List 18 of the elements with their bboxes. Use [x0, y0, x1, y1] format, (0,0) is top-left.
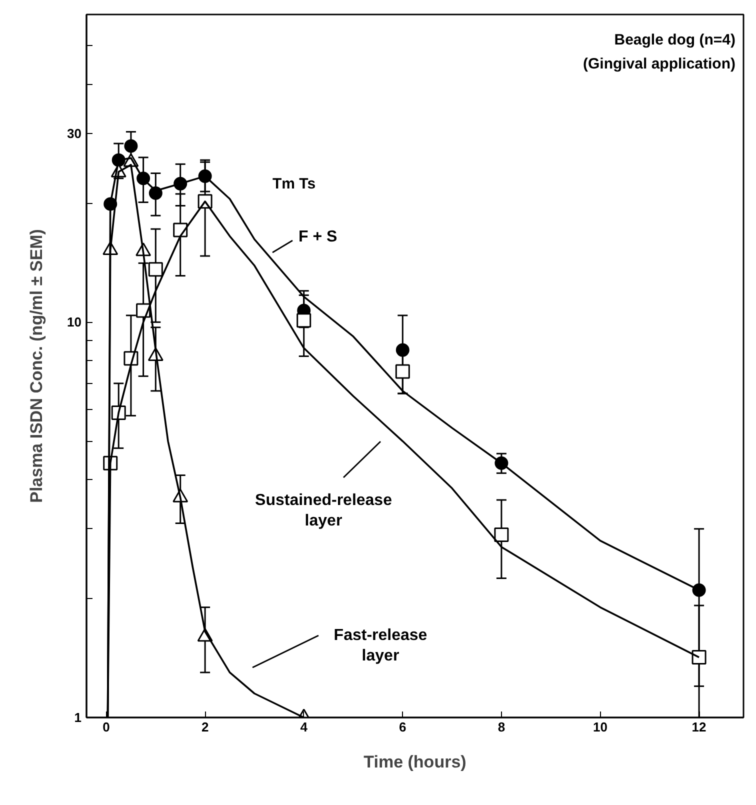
annotation: Sustained-release layer — [255, 492, 392, 530]
x-tick-label: 6 — [399, 720, 406, 734]
y-tick-label: 10 — [67, 314, 82, 330]
x-tick-label: 4 — [300, 720, 308, 734]
y-axis-title: Plasma ISDN Conc. (ng/ml ± SEM) — [27, 229, 46, 503]
x-tick-label: 8 — [498, 720, 506, 734]
y-tick-label: 30 — [67, 126, 82, 142]
x-tick-label: 12 — [692, 720, 706, 734]
y-tick-label: 1 — [74, 710, 82, 725]
annotation: Tm Ts — [272, 176, 316, 192]
x-tick-label: 2 — [201, 720, 209, 734]
annotation: Fast-release layer — [334, 627, 428, 664]
annotation: F + S — [298, 228, 338, 246]
x-tick-label: 0 — [102, 720, 110, 734]
annotation: Beagle dog (n=4) — [614, 32, 736, 48]
annotation: (Gingival application) — [582, 56, 736, 72]
x-tick-label: 10 — [593, 720, 608, 734]
x-axis-title: Time (hours) — [364, 752, 466, 772]
